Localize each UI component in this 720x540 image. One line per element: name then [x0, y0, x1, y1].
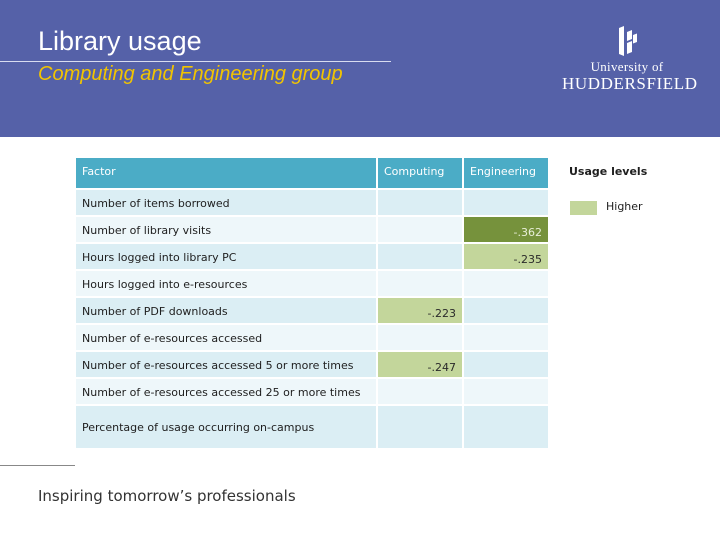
- engineering-cell: [462, 350, 550, 379]
- computing-cell: [376, 242, 464, 271]
- computing-cell: [376, 377, 464, 406]
- factor-cell: Hours logged into library PC: [74, 242, 378, 271]
- header-banner: Library usage Computing and Engineering …: [0, 0, 720, 137]
- university-crest-icon: [619, 26, 637, 56]
- legend-swatch-higher: [570, 201, 597, 215]
- table-row: Hours logged into library PC -.235: [74, 242, 550, 271]
- factor-cell: Number of PDF downloads: [74, 296, 378, 325]
- logo-text-line1: University of: [590, 59, 664, 74]
- engineering-cell-highlight: -.235: [462, 242, 550, 271]
- table-row: Number of e-resources accessed 25 or mor…: [74, 377, 550, 406]
- table-row: Hours logged into e-resources: [74, 269, 550, 298]
- computing-cell: [376, 188, 464, 217]
- header-factor: Factor: [74, 156, 378, 190]
- footer-tagline: Inspiring tomorrow’s professionals: [38, 487, 296, 505]
- computing-cell-highlight: -.223: [376, 296, 464, 325]
- factor-cell: Number of e-resources accessed 25 or mor…: [74, 377, 378, 406]
- engineering-cell: [462, 188, 550, 217]
- slide-subtitle: Computing and Engineering group: [38, 63, 343, 85]
- engineering-cell: [462, 404, 550, 450]
- factor-cell: Percentage of usage occurring on-campus: [74, 404, 378, 450]
- legend-title: Usage levels: [569, 165, 648, 178]
- header-engineering: Engineering: [462, 156, 550, 190]
- engineering-cell: [462, 269, 550, 298]
- computing-cell: [376, 323, 464, 352]
- table-header-row: Factor Computing Engineering: [74, 156, 550, 190]
- computing-cell-highlight: -.247: [376, 350, 464, 379]
- header-computing: Computing: [376, 156, 464, 190]
- table-row: Number of library visits -.362: [74, 215, 550, 244]
- factor-cell: Number of e-resources accessed 5 or more…: [74, 350, 378, 379]
- table-row: Number of PDF downloads -.223: [74, 296, 550, 325]
- slide-title: Library usage: [38, 26, 202, 56]
- table-row: Number of e-resources accessed: [74, 323, 550, 352]
- factor-cell: Hours logged into e-resources: [74, 269, 378, 298]
- engineering-cell: [462, 296, 550, 325]
- computing-cell: [376, 404, 464, 450]
- engineering-cell: [462, 377, 550, 406]
- computing-cell: [376, 269, 464, 298]
- computing-cell: [376, 215, 464, 244]
- engineering-cell-highlight: -.362: [462, 215, 550, 244]
- engineering-cell: [462, 323, 550, 352]
- footer-divider: [0, 465, 75, 466]
- title-divider: [0, 61, 391, 62]
- table-row: Number of items borrowed: [74, 188, 550, 217]
- university-logo: University of HUDDERSFIELD: [562, 26, 698, 98]
- usage-correlation-table: Factor Computing Engineering Number of i…: [74, 156, 550, 450]
- factor-cell: Number of library visits: [74, 215, 378, 244]
- factor-cell: Number of items borrowed: [74, 188, 378, 217]
- legend-label-higher: Higher: [606, 200, 643, 213]
- factor-cell: Number of e-resources accessed: [74, 323, 378, 352]
- table-row: Number of e-resources accessed 5 or more…: [74, 350, 550, 379]
- logo-text-line2: HUDDERSFIELD: [562, 74, 698, 93]
- table-row: Percentage of usage occurring on-campus: [74, 404, 550, 450]
